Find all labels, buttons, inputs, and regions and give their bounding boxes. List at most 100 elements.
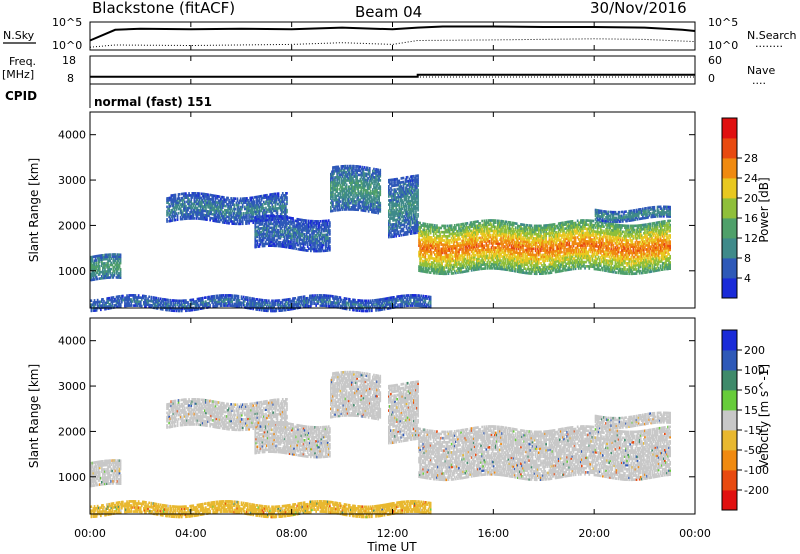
power-cell: [257, 221, 260, 225]
power-cell: [414, 195, 416, 198]
power-cell: [360, 182, 363, 185]
power-cell: [378, 205, 380, 209]
power-cell: [409, 189, 412, 193]
power-cell: [293, 241, 295, 244]
power-cell: [267, 214, 269, 218]
power-cell: [269, 226, 271, 230]
power-cell: [335, 167, 337, 171]
power-cell: [198, 204, 201, 208]
power-cell: [268, 242, 270, 245]
power-cell: [283, 245, 286, 249]
power-cell: [374, 178, 376, 181]
power-cell: [186, 206, 188, 210]
power-cell: [274, 220, 276, 224]
power-cell: [314, 247, 316, 251]
power-cell: [259, 239, 262, 242]
power-cell: [246, 213, 248, 217]
power-cell: [297, 224, 300, 227]
power-cell: [281, 245, 284, 248]
power-cell: [310, 223, 312, 227]
freq-top-tick: 18: [62, 54, 76, 67]
power-cell: [235, 216, 238, 219]
power-cell: [106, 257, 108, 261]
power-cell: [264, 226, 267, 230]
power-cell: [327, 225, 330, 228]
power-cell: [232, 220, 235, 223]
power-cell: [299, 238, 302, 241]
power-cell: [348, 179, 351, 182]
power-cell: [392, 202, 394, 206]
power-cell: [393, 196, 395, 200]
power-cell: [415, 231, 417, 235]
power-cell: [350, 181, 352, 184]
power-cell: [168, 209, 170, 212]
power-cell: [416, 202, 418, 206]
power-cell: [92, 270, 95, 273]
power-cell: [90, 305, 93, 309]
power-cell: [282, 239, 285, 242]
power-cell: [137, 300, 140, 303]
power-cell: [282, 200, 285, 203]
power-cell: [159, 305, 162, 309]
power-cell: [283, 231, 286, 235]
power-cell: [356, 171, 358, 174]
power-cell: [373, 198, 375, 202]
power-cell: [368, 185, 371, 189]
power-cell: [143, 302, 145, 306]
power-cell: [251, 202, 254, 206]
power-cell: [314, 239, 316, 243]
power-cell: [97, 260, 100, 264]
power-cell: [280, 217, 283, 220]
power-cell: [184, 303, 186, 306]
power-cell: [238, 210, 241, 213]
power-cell: [105, 303, 107, 307]
power-cell: [374, 200, 376, 204]
power-cell: [297, 222, 300, 225]
power-cell: [158, 299, 161, 302]
power-cell: [401, 211, 404, 214]
power-cell: [312, 237, 314, 241]
power-cell: [286, 222, 289, 225]
power-cell: [404, 212, 407, 216]
cpid-value: normal (fast) 151: [94, 95, 212, 109]
power-cell: [392, 184, 394, 188]
power-cell: [365, 191, 368, 194]
power-cell: [254, 245, 257, 249]
power-cell: [189, 210, 191, 214]
power-cell: [188, 192, 190, 195]
power-cell: [398, 226, 401, 229]
power-cell: [343, 189, 346, 193]
power-cell: [371, 198, 373, 201]
power-cell: [241, 197, 244, 200]
power-cell: [240, 220, 243, 223]
power-cell: [239, 205, 242, 209]
power-cell: [275, 214, 278, 218]
power-cell: [181, 215, 184, 219]
power-cell: [297, 230, 300, 233]
power-cell: [336, 186, 338, 189]
power-cell: [331, 193, 333, 196]
power-cell: [413, 174, 415, 178]
power-cell: [331, 199, 333, 202]
power-cell: [330, 185, 332, 188]
power-cell: [156, 305, 159, 308]
power-cell: [333, 207, 335, 210]
power-cell: [368, 167, 371, 170]
power-cell: [323, 237, 326, 241]
power-cell: [295, 241, 297, 245]
power-cell: [314, 233, 316, 237]
power-cell: [303, 225, 306, 228]
power-cell: [406, 180, 409, 183]
power-cell: [272, 216, 274, 220]
power-cell: [233, 205, 236, 209]
power-cell: [368, 179, 371, 182]
power-cell: [336, 190, 338, 193]
power-cell: [109, 302, 112, 306]
power-cell: [307, 231, 310, 235]
power-cell: [262, 236, 265, 240]
power-cell: [268, 220, 270, 224]
power-cell: [321, 223, 324, 227]
power-cell: [104, 301, 106, 305]
power-cell: [230, 215, 232, 219]
power-cell: [414, 186, 416, 190]
